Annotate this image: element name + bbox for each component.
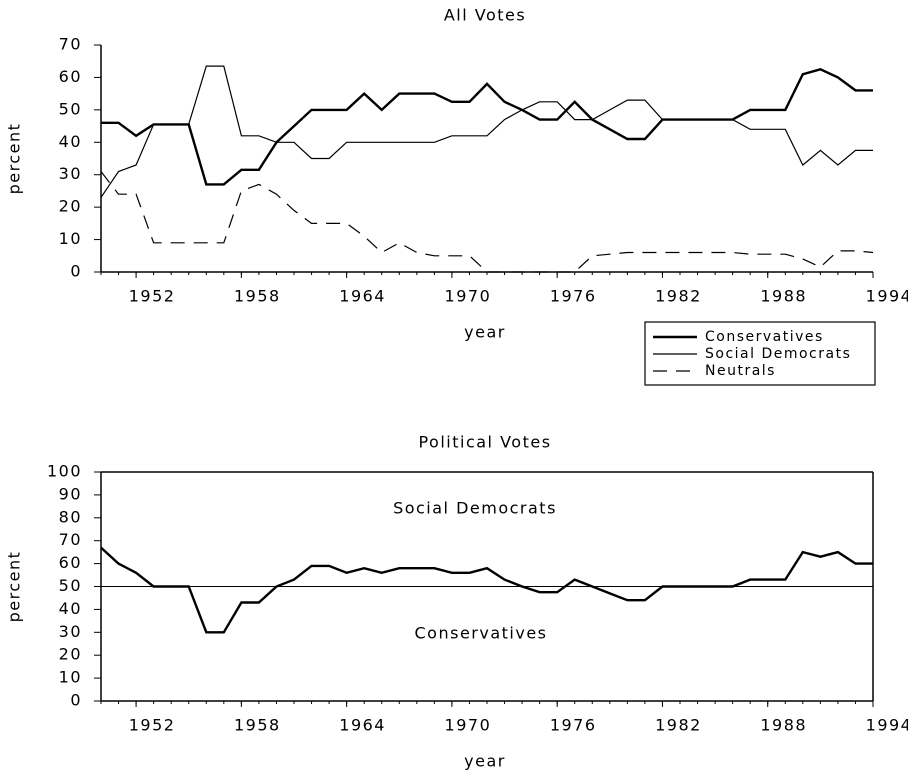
x-tick-label: 1994 [866,287,908,306]
y-tick-label: 90 [59,484,82,503]
x-tick-label: 1976 [550,716,597,735]
x-tick-label: 1970 [445,716,492,735]
x-tick-label: 1988 [760,716,807,735]
x-tick-label: 1988 [760,287,807,306]
legend-label: Conservatives [705,329,824,345]
y-tick-label: 60 [59,67,82,86]
y-tick-label: 40 [59,599,82,618]
x-axis-label: year [464,323,506,342]
legend-label: Neutrals [705,363,776,379]
annotation: Conservatives [415,624,548,643]
x-tick-label: 1982 [655,716,702,735]
y-tick-label: 70 [59,35,82,54]
x-tick-label: 1952 [129,716,176,735]
x-tick-label: 1964 [339,716,386,735]
x-axis-label: year [464,752,506,771]
x-tick-label: 1994 [866,716,908,735]
y-tick-label: 20 [59,645,82,664]
series-line [101,68,873,186]
series-line [100,171,874,273]
series-line [100,546,873,634]
y-tick-label: 40 [59,132,82,151]
y-tick-label: 10 [59,668,82,687]
x-tick-label: 1958 [234,287,281,306]
y-tick-label: 50 [59,99,82,118]
series-line [100,65,873,198]
chart-title: Political Votes [418,433,551,452]
x-tick-label: 1958 [234,716,281,735]
x-tick-label: 1952 [129,287,176,306]
x-tick-label: 1964 [339,287,386,306]
y-tick-label: 30 [59,622,82,641]
y-tick-label: 60 [59,553,82,572]
annotation: Social Democrats [393,499,557,518]
chart-title: All Votes [444,6,526,25]
y-tick-label: 0 [70,691,82,710]
x-tick-label: 1976 [550,287,597,306]
y-tick-label: 70 [59,530,82,549]
legend-label: Social Democrats [705,346,851,362]
x-tick-label: 1970 [445,287,492,306]
y-tick-label: 50 [59,576,82,595]
y-tick-label: 80 [59,507,82,526]
y-tick-label: 0 [70,262,82,281]
y-axis-label: percent [5,551,24,623]
x-tick-label: 1982 [655,287,702,306]
y-tick-label: 100 [47,462,82,481]
y-tick-label: 10 [59,229,82,248]
y-axis-label: percent [5,123,24,195]
y-tick-label: 30 [59,164,82,183]
y-tick-label: 20 [59,197,82,216]
